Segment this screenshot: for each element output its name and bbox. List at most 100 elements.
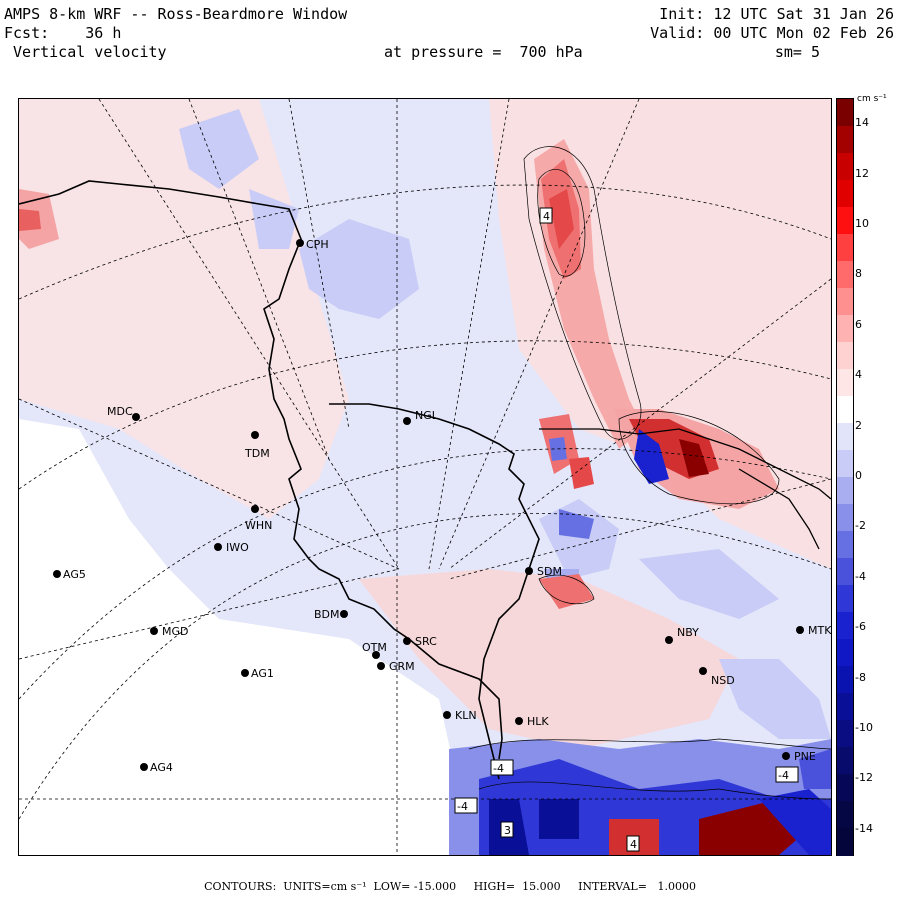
station-label: SRC (415, 635, 437, 648)
station-OTM[interactable]: OTM (362, 641, 387, 659)
very-strong-descent-south-2 (539, 799, 579, 839)
station-WHN[interactable]: WHN (245, 505, 272, 532)
station-SDM[interactable]: SDM (525, 565, 562, 578)
station-CPH[interactable]: CPH (296, 238, 329, 251)
latitude-circle-2 (19, 448, 831, 700)
coastline-east (738, 468, 820, 550)
station-group: CPH MDC TDM NGL WHN IWO AG5 SDM BDM MGD … (53, 238, 831, 774)
colorbar-segment (837, 666, 853, 694)
map-panel[interactable]: 4 -4 -4 -4 3 4 C (18, 98, 832, 856)
field-name-text: Vertical velocity (4, 43, 167, 61)
colorbar-segment (837, 693, 853, 721)
colorbar-segment (837, 747, 853, 775)
station-IWO[interactable]: IWO (214, 541, 249, 554)
meridian-6 (438, 99, 640, 570)
descent-patch-east (799, 749, 831, 789)
colorbar-segment (837, 315, 853, 343)
latitude-circle-4 (19, 184, 831, 300)
very-strong-ascent-mountains (679, 439, 709, 477)
station-MTK[interactable]: MTK (796, 624, 831, 637)
station-NSD[interactable]: NSD (699, 667, 735, 687)
contour-label-box: 3 (500, 821, 514, 838)
colorbar-segment (837, 288, 853, 316)
station-label: OTM (362, 641, 387, 654)
station-label: CPH (306, 238, 329, 251)
ice-shelf-front (329, 403, 540, 780)
station-label: NSD (711, 674, 735, 687)
station-GRM[interactable]: GRM (377, 660, 415, 673)
contour-1 (523, 146, 642, 440)
colorbar-tick-label: -14 (855, 821, 873, 835)
station-PNE[interactable]: PNE (782, 750, 816, 763)
contour-label-box: -4 (454, 797, 478, 814)
contour-label: 4 (543, 210, 550, 223)
ascent-core-west (19, 209, 41, 231)
meridian-1 (98, 99, 400, 570)
strong-descent-south-east (759, 789, 831, 855)
station-label: MTK (808, 624, 831, 637)
colorbar-segment (837, 504, 853, 532)
weak-ascent-region-shelf (359, 569, 739, 749)
station-AG4[interactable]: AG4 (140, 761, 173, 774)
descent-cell-1 (559, 509, 594, 539)
grounding-line-east (539, 428, 831, 500)
contour-label-group: 4 -4 -4 -4 3 4 (454, 207, 799, 852)
ascent-core-glacier (569, 457, 594, 489)
colorbar-segment (837, 126, 853, 154)
meridian-5 (428, 99, 510, 570)
station-AG5[interactable]: AG5 (53, 568, 86, 581)
smoothing-text: sm= 5 (774, 43, 820, 61)
descent-patch-nby (719, 659, 831, 739)
station-NGL[interactable]: NGL (403, 409, 439, 425)
colorbar-segment (837, 828, 853, 856)
colorbar-segment (837, 612, 853, 640)
station-KLN[interactable]: KLN (443, 709, 477, 722)
contour-label-box: 4 (626, 835, 640, 852)
station-AG1[interactable]: AG1 (241, 667, 274, 680)
station-label: AG1 (251, 667, 274, 680)
colorbar-segment (837, 207, 853, 235)
station-label: KLN (455, 709, 477, 722)
station-TDM[interactable]: TDM (244, 431, 270, 460)
station-label: NGL (415, 409, 439, 422)
contour-label-box: 4 (539, 207, 553, 224)
contour-label: 3 (504, 824, 511, 837)
station-label: TDM (244, 447, 270, 460)
vertical-velocity-map: 4 -4 -4 -4 3 4 C (19, 99, 831, 855)
colorbar-tick-label: 6 (855, 317, 862, 331)
colorbar-segment (837, 396, 853, 424)
station-label: SDM (537, 565, 562, 578)
latitude-circle-3 (19, 340, 831, 490)
colorbar-tick-label: 14 (855, 116, 869, 130)
valid-time-text: Valid: 00 UTC Mon 02 Feb 26 (650, 24, 894, 42)
colorbar-segment (837, 99, 853, 127)
meridian-3 (288, 99, 350, 430)
colorbar-tick-label: -4 (855, 569, 866, 583)
colorbar-tick-label: -6 (855, 620, 866, 634)
colorbar-tick-label: 2 (855, 418, 862, 432)
colorbar-segment (837, 423, 853, 451)
color-scale-bar (836, 98, 854, 856)
colorbar-segment (837, 261, 853, 289)
colorbar-tick-label: 8 (855, 267, 862, 281)
forecast-hour-text: Fcst: 36 h (4, 24, 122, 42)
station-BDM[interactable]: BDM (314, 608, 348, 621)
station-MGD[interactable]: MGD (150, 625, 189, 638)
colorbar-tick-label: -10 (855, 721, 873, 734)
no-data-region (19, 419, 459, 855)
station-label: MDC (107, 405, 133, 418)
station-label: AG4 (150, 761, 173, 774)
station-HLK[interactable]: HLK (515, 715, 549, 728)
station-label: NBY (677, 626, 699, 639)
title-text: AMPS 8-km WRF -- Ross-Beardmore Window (4, 5, 348, 23)
colorbar-segment (837, 234, 853, 262)
station-label: BDM (314, 608, 340, 621)
graticule (19, 99, 831, 855)
ascent-cell-sdm (539, 574, 594, 609)
station-MDC[interactable]: MDC (107, 405, 140, 421)
station-SRC[interactable]: SRC (403, 635, 437, 648)
colorbar-segment (837, 801, 853, 829)
station-label: GRM (389, 660, 415, 673)
station-NBY[interactable]: NBY (665, 626, 699, 644)
descent-patch-5 (639, 549, 779, 619)
